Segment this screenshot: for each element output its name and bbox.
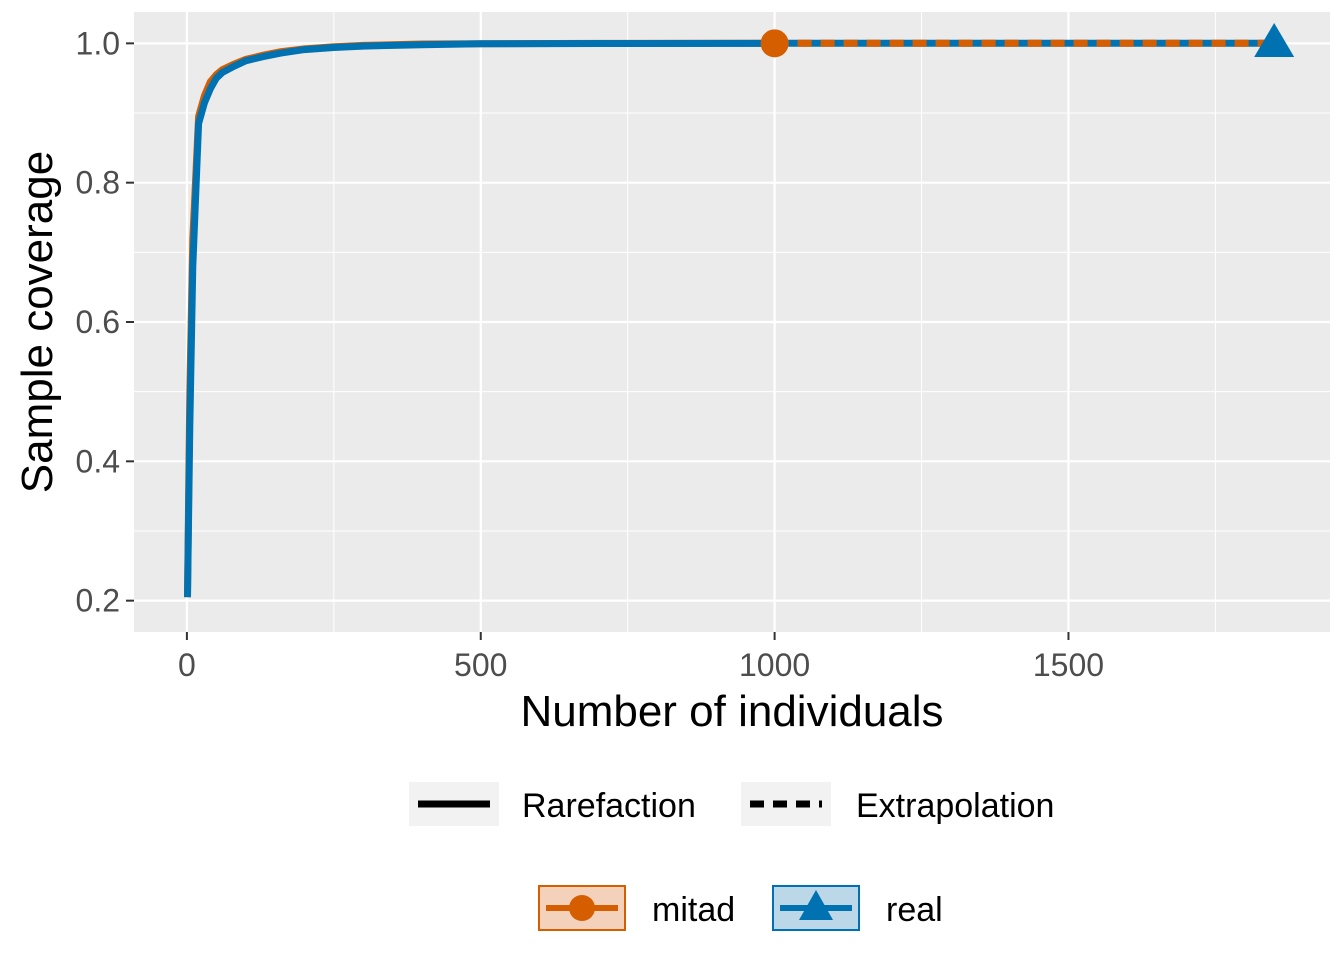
line-real-rarefaction: [184, 39, 1275, 598]
series-layer: [184, 22, 1295, 598]
legend-label-extrapolation: Extrapolation: [856, 787, 1054, 825]
x-tick-label: 0: [178, 647, 196, 683]
marker-mitad: [760, 29, 789, 58]
legend-marker-mitad: [569, 895, 595, 921]
y-tick-label: 0.2: [76, 583, 120, 619]
marker-real: [1254, 22, 1295, 57]
x-tick-label: 1500: [1033, 647, 1104, 683]
y-tick-label: 0.8: [76, 165, 120, 201]
legend-label-real: real: [886, 891, 943, 929]
x-axis: 0 500 1000 1500: [178, 632, 1104, 683]
x-axis-title: Number of individuals: [520, 687, 943, 736]
legend-label-rarefaction: Rarefaction: [522, 787, 696, 825]
x-tick-label: 1000: [739, 647, 810, 683]
y-tick-label: 0.6: [76, 304, 120, 340]
y-axis: 0.2 0.4 0.6 0.8 1.0: [76, 25, 134, 619]
legend-label-mitad: mitad: [652, 891, 735, 929]
legend-marker-real: [799, 890, 833, 920]
y-tick-label: 1.0: [76, 25, 120, 61]
series-legend: mitad real: [538, 885, 943, 931]
x-tick-label: 500: [454, 647, 507, 683]
linetype-legend: Rarefaction Extrapolation: [409, 782, 1054, 826]
y-axis-title: Sample coverage: [13, 151, 62, 493]
y-tick-label: 0.4: [76, 443, 120, 479]
grid-major: [134, 12, 1330, 632]
